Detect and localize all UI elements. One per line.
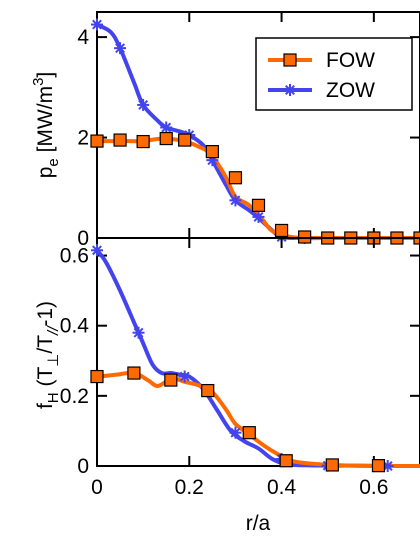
bottom-y-tick-label: 0.6 — [60, 245, 89, 268]
bottom-zow-marker — [229, 426, 242, 439]
top-fow-marker — [274, 223, 289, 238]
top-zow-marker — [91, 18, 103, 31]
bottom-fow-marker — [201, 383, 215, 398]
bottom-y-tick-label: 0.2 — [60, 385, 89, 408]
top-zow-marker — [229, 194, 242, 207]
top-fow-marker — [136, 134, 150, 149]
bottom-x-tick-label: 0.6 — [359, 476, 388, 499]
bottom-zow-line — [95, 248, 420, 469]
x-axis-label: r/a — [246, 512, 271, 535]
top-zow-marker — [114, 42, 127, 55]
top-fow-marker — [113, 133, 127, 147]
top-panel: 0 2 4 pe [MW/m3] FOW ZOW — [30, 11, 420, 250]
bottom-y-tick-label: 0 — [77, 455, 89, 478]
bottom-zow-marker — [178, 370, 191, 383]
top-series-group — [90, 18, 420, 245]
top-y-tick-label: 0 — [77, 227, 89, 250]
bottom-fow-marker — [371, 459, 386, 473]
bottom-zow-marker — [132, 326, 145, 339]
top-y-tick-label: 2 — [77, 127, 89, 150]
top-y-axis-label: pe [MW/m3] — [30, 72, 62, 179]
bottom-x-tick-label: 0 — [91, 476, 103, 499]
legend-zow-label: ZOW — [326, 79, 375, 102]
legend-box — [255, 37, 413, 111]
bottom-fow-marker — [164, 373, 178, 387]
top-fow-line — [95, 136, 420, 241]
top-zow-marker — [137, 98, 150, 111]
top-fow-marker — [251, 198, 266, 212]
bottom-x-tick-label: 0.4 — [267, 476, 297, 499]
bottom-fow-marker — [242, 426, 256, 440]
legend-fow-marker — [283, 53, 297, 67]
bottom-y-axis-label: fH (T⊥/T//-1) — [34, 301, 62, 409]
top-y-tick-label: 4 — [77, 26, 89, 49]
top-fow-marker — [298, 230, 312, 244]
bottom-y-tick-labels: 0 0.2 0.4 0.6 — [60, 245, 90, 478]
top-zow-marker — [160, 121, 173, 134]
bottom-x-tick-labels: 0 0.2 0.4 0.6 — [91, 476, 388, 499]
bottom-zow-marker — [91, 244, 103, 257]
legend-fow-label: FOW — [326, 49, 375, 72]
bottom-x-tick-label: 0.2 — [175, 476, 204, 499]
bottom-y-tick-label: 0.4 — [60, 315, 90, 338]
top-fow-marker — [205, 145, 219, 159]
bottom-plot-frame — [96, 237, 420, 467]
bottom-series-group — [90, 244, 420, 473]
bottom-fow-marker — [279, 454, 293, 468]
legend-zow-marker — [284, 84, 296, 96]
bottom-fow-marker — [325, 458, 339, 472]
bottom-fow-marker — [127, 366, 141, 380]
top-fow-marker — [90, 134, 104, 148]
top-zow-marker — [252, 210, 265, 223]
bottom-fow-line — [95, 370, 420, 469]
top-y-tick-labels: 0 2 4 — [77, 26, 89, 250]
bottom-fow-marker — [90, 369, 104, 384]
top-fow-marker — [228, 171, 243, 185]
legend: FOW ZOW — [255, 37, 413, 111]
top-fow-marker — [178, 133, 192, 147]
bottom-panel: 0 0.2 0.4 0.6 0 0.2 0.4 0.6 fH (T⊥/T//-1) r/a — [34, 237, 420, 535]
top-fow-marker — [159, 131, 173, 146]
